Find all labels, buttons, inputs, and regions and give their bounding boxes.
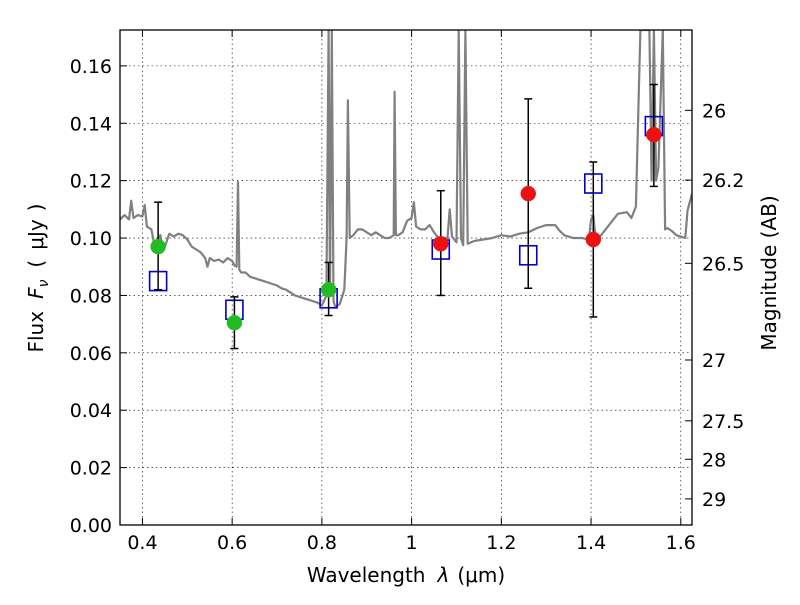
- y-axis-label: Flux Fν ( μJy): [24, 203, 52, 352]
- y-tick-label: 0.16: [70, 56, 112, 78]
- y-axis-label-open: (: [24, 260, 48, 268]
- observed-point: [520, 185, 537, 202]
- ticks: 0.4 0.6 0.8 1 1.2 1.4 1.6 0.00 0.02 0.04 0.06 0.08 0…: [70, 30, 744, 554]
- y-axis-label-close: ): [24, 203, 48, 211]
- y-tick-label: 0.08: [70, 285, 112, 307]
- x-axis-label: Wavelength λ (μm): [307, 563, 505, 587]
- x-tick-label: 0.8: [307, 532, 337, 554]
- y2-tick-label: 29: [702, 489, 726, 511]
- plot-frame: [119, 29, 693, 526]
- y-tick-label: 0.04: [70, 400, 112, 422]
- x-axis-label-symbol: λ: [436, 563, 449, 587]
- y-axis-label-sub: ν: [36, 279, 52, 287]
- y-axis-label-prefix: Flux: [24, 311, 48, 353]
- spectrum-line: [120, 30, 692, 308]
- errorbar-layer: [150, 83, 662, 350]
- y-tick-label: 0.00: [70, 515, 112, 537]
- y-axis-label-symbol: F: [24, 287, 48, 299]
- observed-point: [646, 126, 662, 143]
- y2-tick-label: 28: [702, 449, 726, 471]
- y2-tick-label: 27: [702, 350, 726, 372]
- observed-point: [150, 238, 166, 255]
- x-tick-label: 1.4: [576, 532, 606, 554]
- y2-tick-label: 26.5: [702, 253, 744, 275]
- x-tick-label: 1: [406, 532, 418, 554]
- y2-axis-label: Magnitude (AB): [757, 195, 781, 350]
- y-tick-label: 0.02: [70, 458, 112, 480]
- x-axis-label-close: ): [497, 563, 505, 587]
- x-tick-label: 1.2: [486, 532, 516, 554]
- y-tick-label: 0.10: [70, 228, 112, 250]
- x-axis-label-open: (: [457, 563, 465, 587]
- y2-tick-label: 26: [702, 100, 726, 122]
- observed-point: [320, 281, 337, 298]
- y-tick-label: 0.12: [70, 171, 112, 193]
- observed-point: [433, 236, 449, 252]
- x-tick-label: 1.6: [666, 532, 696, 554]
- x-tick-label: 0.6: [217, 532, 247, 554]
- observed-point: [226, 314, 243, 331]
- x-axis-label-unit: μm: [465, 563, 497, 587]
- y-tick-label: 0.06: [70, 343, 112, 365]
- grid: [120, 30, 692, 526]
- plot-background: [120, 30, 692, 525]
- x-axis-label-prefix: Wavelength: [307, 563, 426, 587]
- y-tick-label: 0.14: [70, 113, 112, 135]
- x-tick-label: 0.4: [127, 532, 157, 554]
- observed-point: [585, 231, 602, 248]
- y-axis-label-unit: μJy: [24, 219, 48, 250]
- y2-tick-label: 26.2: [702, 170, 744, 192]
- y2-tick-label: 27.5: [702, 411, 744, 433]
